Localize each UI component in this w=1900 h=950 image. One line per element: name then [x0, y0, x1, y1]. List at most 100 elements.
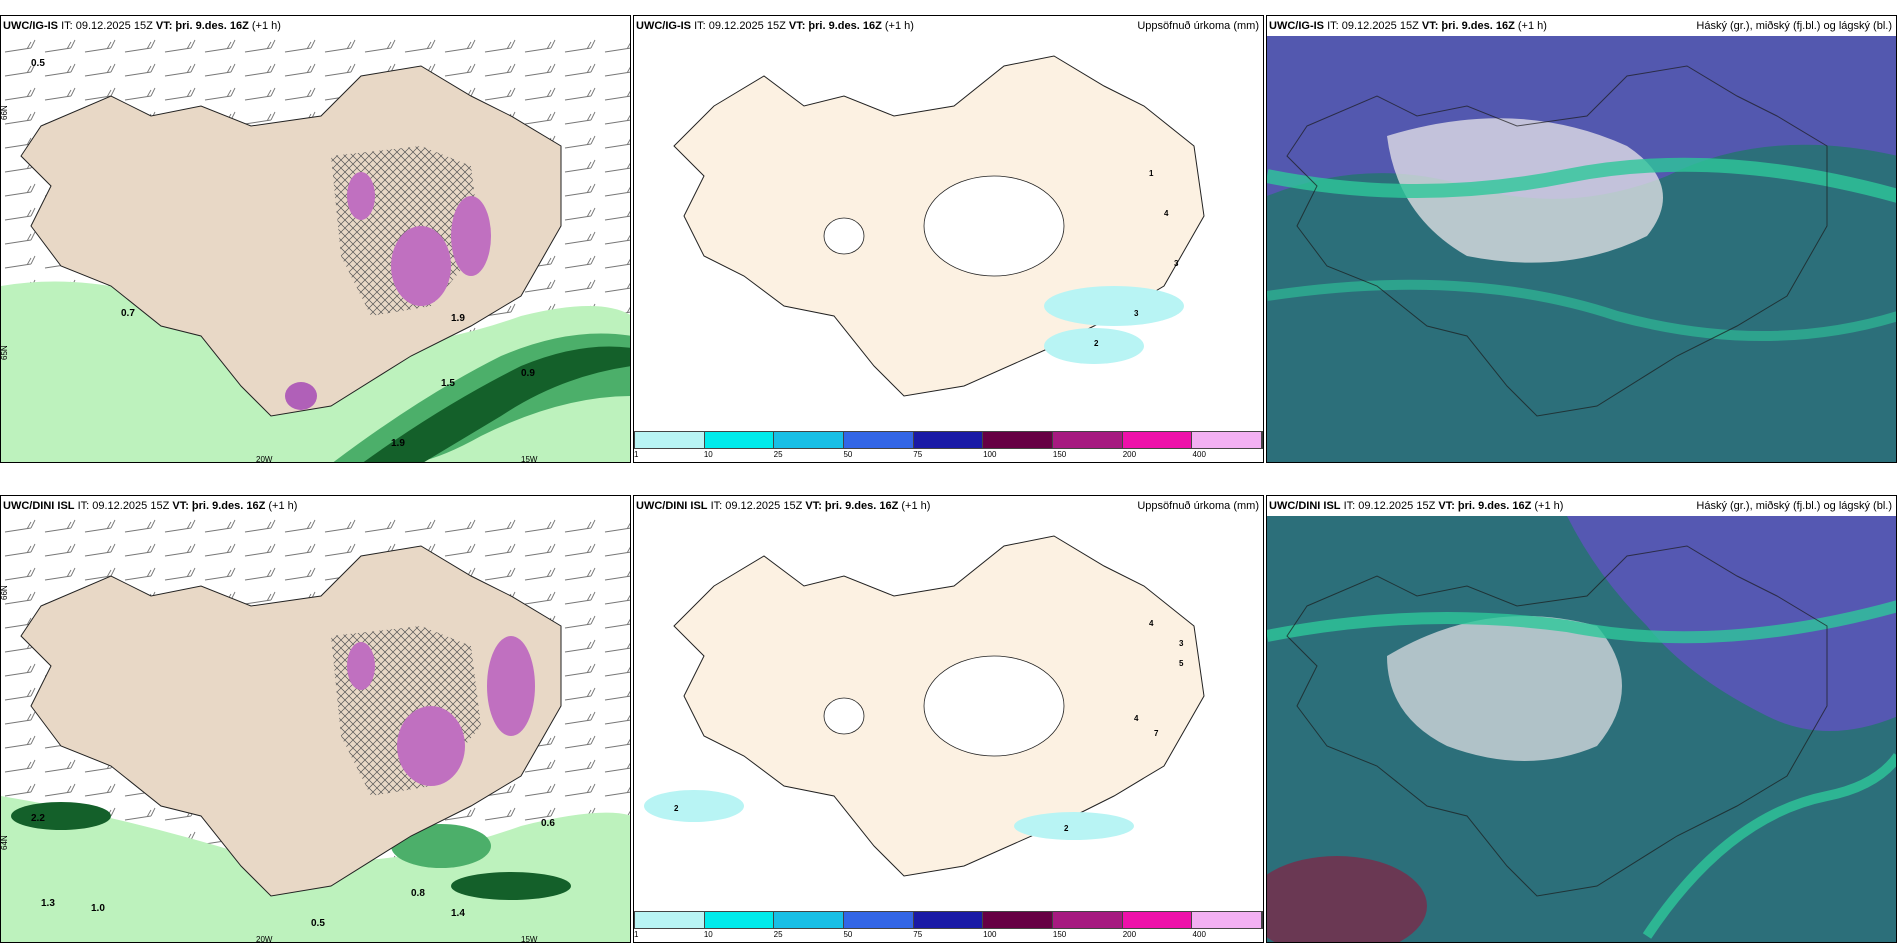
wind-precip-map-panel-ig: UWC/IG-IS IT: 09.12.2025 15Z VT: þri. 9.…	[0, 15, 631, 463]
legend-swatch	[1053, 912, 1123, 928]
precip-area	[1014, 812, 1134, 840]
precip-accum-map: 4 3 5 4 7 2 2	[644, 535, 1205, 877]
precip-value: 4	[1134, 714, 1139, 723]
precip-value: 2	[1094, 339, 1099, 348]
precip-color-legend: 1 10 25 50 75 100 150 200 400	[634, 431, 1263, 461]
valid-time-label: VT:	[1421, 20, 1439, 32]
precip-area	[1044, 328, 1144, 364]
legend-swatch	[774, 432, 845, 448]
panel-header: UWC/IG-IS IT: 09.12.2025 15Z VT: þri. 9.…	[634, 16, 1263, 36]
glacier	[923, 655, 1065, 757]
precip-value: 2.2	[31, 813, 45, 824]
legend-tick: 75	[913, 450, 923, 459]
wind-precip-map-panel-dini: UWC/DINI ISL IT: 09.12.2025 15Z VT: þri.…	[0, 495, 631, 943]
precip-area-mid	[391, 824, 491, 868]
snow-cell	[285, 382, 317, 410]
valid-time: þri. 9.des. 16Z	[1441, 20, 1515, 32]
model-label: UWC/IG-IS	[3, 20, 58, 32]
precip-value: 2	[674, 804, 679, 813]
precip-value: 0.9	[521, 368, 535, 379]
valid-time-label: VT:	[172, 500, 189, 512]
lon-label: 15W	[521, 935, 538, 943]
legend-swatch	[913, 432, 984, 448]
precip-value: 1.0	[91, 903, 105, 914]
precip-value: 1.9	[391, 438, 405, 449]
low-cloud-gap	[1387, 616, 1622, 761]
high-cloud-area	[1567, 516, 1896, 731]
snow-cell	[487, 636, 535, 736]
precip-value: 4	[1149, 619, 1154, 628]
valid-time: þri. 9.des. 16Z	[808, 20, 882, 32]
low-cloud-gap	[1387, 118, 1663, 263]
panel-header: UWC/DINI ISL IT: 09.12.2025 15Z VT: þri.…	[1267, 496, 1896, 516]
precip-value: 1.4	[451, 908, 465, 919]
valid-time-label: VT:	[1438, 500, 1455, 512]
valid-time: þri. 9.des. 16Z	[191, 500, 266, 512]
valid-time-label: VT:	[155, 20, 173, 32]
cloud-cover-panel-ig: UWC/IG-IS IT: 09.12.2025 15Z VT: þri. 9.…	[1266, 15, 1897, 463]
valid-time: þri. 9.des. 16Z	[824, 500, 899, 512]
precip-value: 0.5	[311, 918, 325, 929]
panel-header: UWC/DINI ISL IT: 09.12.2025 15Z VT: þri.…	[1, 496, 630, 516]
legend-tick: 150	[1052, 450, 1067, 459]
legend-swatch	[635, 432, 705, 448]
precip-value: 2	[1064, 824, 1069, 833]
precip-area	[1044, 286, 1184, 326]
panel-header: UWC/DINI ISL IT: 09.12.2025 15Z VT: þri.…	[634, 496, 1263, 516]
precip-value: 4	[1164, 209, 1169, 218]
precip-area	[644, 790, 744, 822]
legend-swatch	[704, 912, 775, 928]
legend-swatch	[844, 432, 914, 448]
forecast-offset: (+1 h)	[901, 500, 931, 512]
model-label: UWC/DINI ISL	[636, 500, 708, 512]
precip-value: 0.7	[121, 308, 135, 319]
cloud-cover-map	[1267, 36, 1896, 462]
legend-swatch	[983, 912, 1054, 928]
precip-value: 0.5	[31, 58, 45, 69]
wind-precip-map: 0.5 0.7 1.9 0.9 1.5 1.9 66N 65N 20W 15W	[1, 36, 630, 463]
lat-label: 66N	[1, 105, 9, 120]
mid-cloud-band	[1267, 600, 1896, 644]
snow-cell	[347, 642, 375, 690]
legend-tick: 50	[843, 930, 853, 939]
snow-cell	[347, 172, 375, 220]
iceland-outline	[1286, 65, 1828, 417]
high-cloud-cell	[1267, 856, 1427, 942]
forecast-offset: (+1 h)	[884, 20, 914, 32]
lon-label: 20W	[256, 455, 273, 463]
panel-header: UWC/IG-IS IT: 09.12.2025 15Z VT: þri. 9.…	[1267, 16, 1896, 36]
legend-tick: 50	[843, 450, 853, 459]
init-time: IT: 09.12.2025 15Z	[694, 20, 786, 32]
panel-subtitle: Uppsöfnuð úrkoma (mm)	[1137, 20, 1259, 32]
precip-value: 3	[1134, 309, 1139, 318]
precip-value: 0.8	[411, 888, 425, 899]
snow-cell	[391, 226, 451, 306]
precip-value: 0.6	[541, 818, 555, 829]
legend-tick: 75	[913, 930, 923, 939]
precip-value: 5	[1179, 659, 1184, 668]
mid-cloud-band	[1267, 279, 1896, 341]
precip-area-heavy	[451, 872, 571, 900]
precip-value: 7	[1154, 729, 1159, 738]
snow-cell	[451, 196, 491, 276]
legend-tick: 100	[983, 450, 997, 459]
valid-time: þri. 9.des. 16Z	[175, 20, 249, 32]
legend-tick: 1	[634, 450, 639, 459]
legend-swatch	[704, 432, 775, 448]
lat-label: 64N	[1, 835, 9, 850]
glacier	[823, 217, 865, 255]
init-time: IT: 09.12.2025 15Z	[77, 500, 170, 512]
panel-subtitle: Háský (gr.), miðský (fj.bl.) og lágský (…	[1696, 500, 1892, 512]
lat-label: 65N	[1, 345, 9, 360]
legend-tick: 400	[1192, 930, 1206, 939]
precip-area-heavy	[11, 802, 111, 830]
legend-swatch	[1192, 432, 1263, 448]
glacier	[823, 697, 865, 735]
init-time: IT: 09.12.2025 15Z	[710, 500, 803, 512]
lon-label: 20W	[256, 935, 273, 943]
legend-swatch	[1122, 432, 1193, 448]
legend-tick: 150	[1052, 930, 1067, 939]
precip-value: 1.5	[441, 378, 455, 389]
legend-tick: 200	[1122, 930, 1137, 939]
forecast-offset: (+1 h)	[251, 20, 281, 32]
